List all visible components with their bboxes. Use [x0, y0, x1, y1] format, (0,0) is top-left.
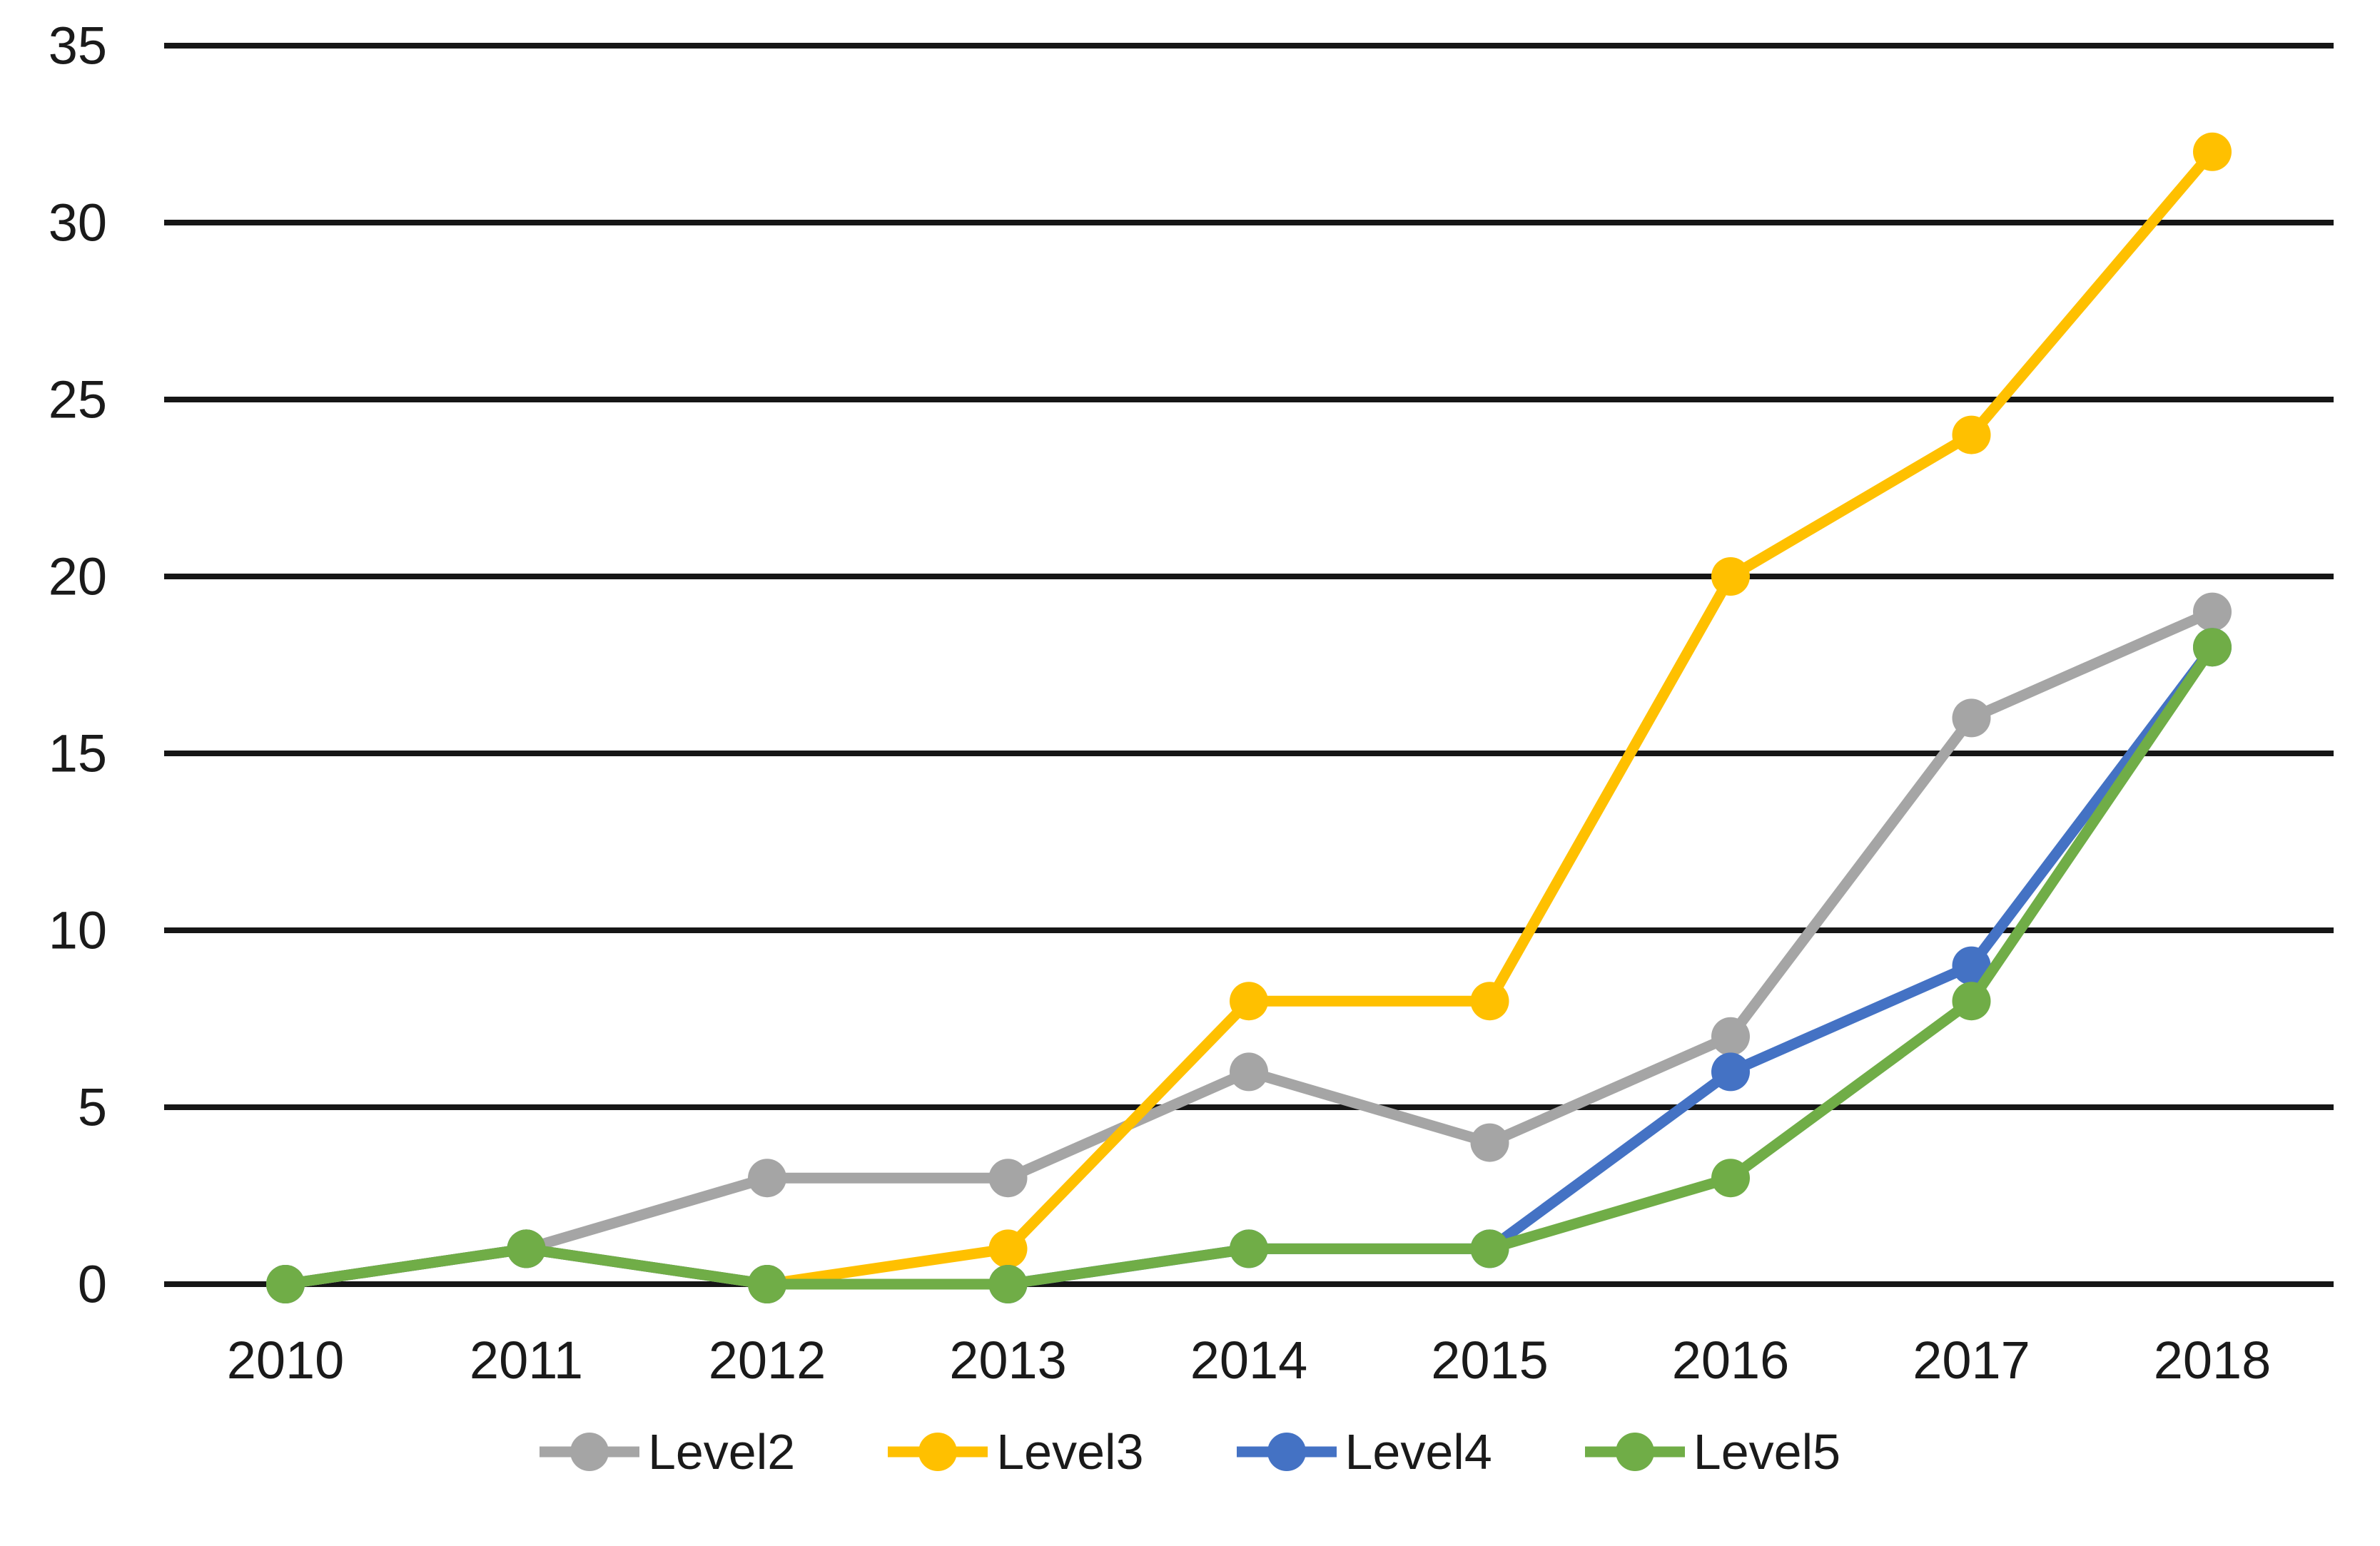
marker-Level3-2013: [988, 1229, 1028, 1268]
marker-Level3-2014: [1230, 982, 1268, 1021]
marker-Level5-2016: [1711, 1159, 1750, 1198]
marker-Level5-2015: [1470, 1229, 1509, 1268]
y-axis-label-35: 35: [49, 16, 107, 76]
legend-item-level4: Level4: [1236, 1424, 1492, 1480]
marker-Level5-2014: [1230, 1229, 1268, 1268]
legend-marker-level2: [539, 1433, 639, 1471]
x-axis-label-2017: 2017: [1913, 1331, 2030, 1390]
plot-area: 0 5 10 15 20 25 30 35 2010 2011 2012 2013 2014 2015 20…: [49, 16, 2334, 1390]
marker-Level2-2016: [1711, 1017, 1750, 1056]
marker-Level2-2014: [1230, 1052, 1268, 1092]
x-axis-label-2014: 2014: [1190, 1331, 1308, 1390]
legend-label-level4: Level4: [1345, 1424, 1492, 1480]
legend-marker-level4: [1236, 1433, 1337, 1471]
legend-marker-level5: [1584, 1433, 1685, 1471]
legend-label-level5: Level5: [1693, 1424, 1841, 1480]
chart-legend: Level2 Level3 Level4 Level5: [0, 1427, 2380, 1477]
marker-Level4-2016: [1711, 1052, 1750, 1092]
marker-Level5-2012: [748, 1265, 786, 1303]
marker-Level2-2015: [1470, 1123, 1509, 1162]
marker-Level2-2017: [1952, 698, 1991, 738]
marker-Level3-2016: [1711, 557, 1750, 596]
legend-item-level2: Level2: [539, 1424, 796, 1480]
x-axis-label-2016: 2016: [1672, 1331, 1790, 1390]
x-axis-label-2013: 2013: [949, 1331, 1067, 1390]
marker-Level4-2017: [1952, 946, 1991, 985]
series-line-Level2: [280, 606, 2218, 1290]
marker-Level5-2013: [988, 1265, 1028, 1303]
marker-Level3-2017: [1952, 415, 1991, 454]
marker-Level5-2010: [266, 1265, 305, 1303]
series-line-Level3: [280, 146, 2218, 1290]
legend-item-level5: Level5: [1584, 1424, 1841, 1480]
marker-Level3-2018: [2193, 132, 2232, 171]
marker-Level2-2018: [2193, 592, 2232, 631]
marker-Level5-2017: [1952, 982, 1991, 1021]
x-axis-label-2011: 2011: [470, 1331, 583, 1390]
y-axis-label-30: 30: [49, 193, 107, 253]
marker-Level5-2018: [2193, 628, 2232, 667]
series-line-Level5: [280, 641, 2218, 1290]
x-axis-label-2010: 2010: [227, 1331, 345, 1390]
x-axis-label-2015: 2015: [1431, 1331, 1549, 1390]
series-line-Level4: [280, 641, 2218, 1290]
y-axis-label-20: 20: [49, 547, 107, 606]
y-axis-label-15: 15: [49, 724, 107, 783]
marker-Level2-2012: [748, 1159, 786, 1198]
legend-label-level3: Level3: [996, 1424, 1144, 1480]
marker-Level3-2015: [1470, 982, 1509, 1021]
y-axis-label-25: 25: [49, 370, 107, 429]
legend-item-level3: Level3: [888, 1424, 1144, 1480]
x-axis-label-2018: 2018: [2154, 1331, 2272, 1390]
y-axis-label-5: 5: [78, 1078, 107, 1137]
x-axis-label-2012: 2012: [709, 1331, 826, 1390]
marker-Level2-2013: [988, 1159, 1028, 1198]
y-axis-label-0: 0: [78, 1255, 107, 1314]
y-axis-label-10: 10: [49, 901, 107, 960]
legend-marker-level3: [888, 1433, 988, 1471]
marker-Level5-2011: [507, 1229, 546, 1268]
legend-label-level2: Level2: [647, 1424, 796, 1480]
